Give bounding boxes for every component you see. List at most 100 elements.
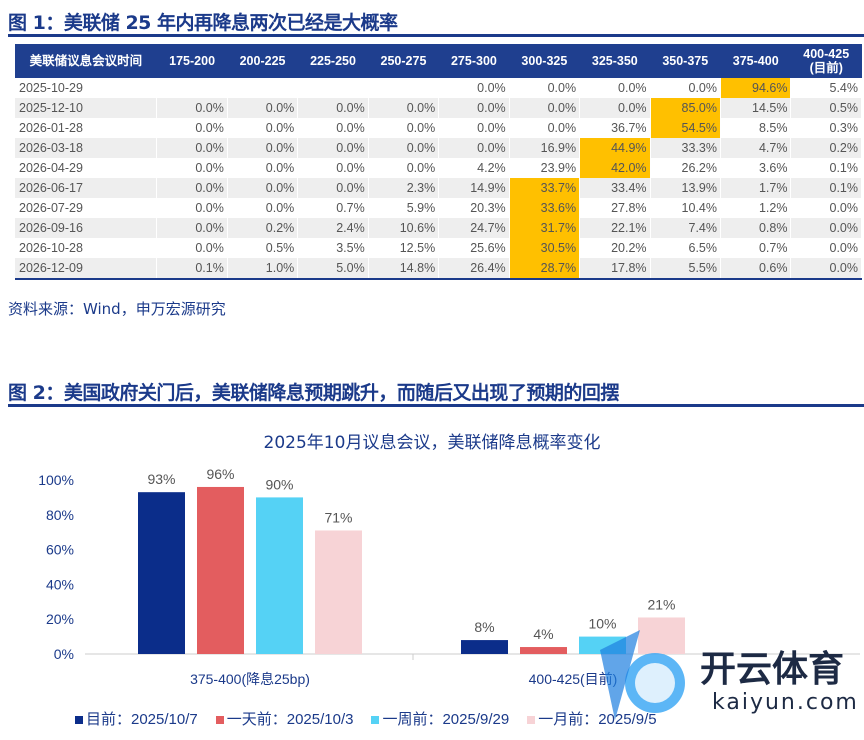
- probability-cell: 0.0%: [156, 238, 228, 258]
- column-header: 200-225: [227, 44, 298, 78]
- probability-cell: 14.8%: [368, 258, 440, 278]
- probability-cell: 0.0%: [156, 98, 228, 118]
- data-label: 90%: [265, 476, 293, 492]
- meeting-date: 2026-03-18: [15, 138, 158, 158]
- meeting-date: 2025-12-10: [15, 98, 158, 118]
- probability-cell: 5.5%: [650, 258, 722, 278]
- probability-cell: 7.4%: [650, 218, 722, 238]
- table-row: 2026-12-09 0.1% 1.0% 5.0% 14.8% 26.4% 28.7% 17.…: [15, 258, 862, 278]
- probability-cell: 36.7%: [579, 118, 651, 138]
- column-header: 400-425 (目前): [790, 44, 862, 78]
- probability-cell: [297, 78, 369, 98]
- probability-cell: 0.0%: [438, 118, 510, 138]
- probability-cell: 1.2%: [720, 198, 792, 218]
- data-label: 96%: [206, 466, 234, 482]
- probability-cell: 0.0%: [790, 218, 862, 238]
- table-row: 2026-01-28 0.0% 0.0% 0.0% 0.0% 0.0% 0.0% 36.7% 5…: [15, 118, 862, 138]
- probability-cell: 30.5%: [509, 238, 581, 258]
- probability-cell: 33.3%: [650, 138, 722, 158]
- figure1-title: 图 1：美联储 25 年内再降息两次已经是大概率: [8, 12, 398, 34]
- probability-cell: 0.0%: [156, 118, 228, 138]
- probability-cell: 0.0%: [368, 98, 440, 118]
- column-header: 300-325: [509, 44, 580, 78]
- probability-cell: 0.0%: [509, 78, 581, 98]
- meeting-date: 2026-09-16: [15, 218, 158, 238]
- probability-cell: 23.9%: [509, 158, 581, 178]
- meeting-date: 2026-12-09: [15, 258, 158, 278]
- probability-cell: 54.5%: [650, 118, 722, 138]
- probability-cell: 0.0%: [297, 158, 369, 178]
- probability-cell: 85.0%: [650, 98, 722, 118]
- probability-cell: 0.0%: [227, 198, 299, 218]
- probability-cell: 0.0%: [509, 98, 581, 118]
- meeting-date: 2026-06-17: [15, 178, 158, 198]
- probability-cell: [227, 78, 299, 98]
- meeting-date: 2026-10-28: [15, 238, 158, 258]
- probability-cell: 14.9%: [438, 178, 510, 198]
- probability-cell: 44.9%: [579, 138, 651, 158]
- table-row: 2026-06-17 0.0% 0.0% 0.0% 2.3% 14.9% 33.7% 33.4…: [15, 178, 862, 198]
- probability-cell: [156, 78, 228, 98]
- probability-cell: 4.2%: [438, 158, 510, 178]
- legend-item: 目前：2025/10/7: [75, 708, 198, 729]
- watermark-logo-text: 开云体育: [700, 649, 845, 690]
- probability-cell: 10.4%: [650, 198, 722, 218]
- probability-cell: 12.5%: [368, 238, 440, 258]
- data-label: 93%: [147, 471, 175, 487]
- table-row: 2025-10-29 0.0% 0.0% 0.0% 0.0% 94.6% 5.4%: [15, 78, 862, 98]
- legend-label: 一天前：2025/10/3: [226, 711, 354, 728]
- column-header: 美联储议息会议时间: [15, 44, 157, 78]
- chart-legend: 目前：2025/10/7 一天前：2025/10/3 一周前：2025/9/29 一月…: [75, 708, 657, 729]
- column-header: 225-250: [297, 44, 369, 78]
- y-tick-label: 40%: [46, 576, 74, 592]
- legend-label: 目前：2025/10/7: [86, 711, 198, 728]
- probability-cell: 0.0%: [156, 158, 228, 178]
- column-header: 250-275: [368, 44, 439, 78]
- data-label: 8%: [474, 619, 494, 635]
- column-header: 350-375: [650, 44, 721, 78]
- probability-cell: 0.0%: [368, 158, 440, 178]
- probability-cell: 0.0%: [156, 138, 228, 158]
- rate-probability-table: 美联储议息会议时间 175-200 200-225 225-250 250-275 275…: [15, 44, 862, 278]
- meeting-date: 2026-01-28: [15, 118, 158, 138]
- probability-cell: 0.1%: [790, 178, 862, 198]
- probability-cell: 0.0%: [650, 78, 722, 98]
- legend-label: 一周前：2025/9/29: [382, 711, 510, 728]
- watermark-ball-icon: [600, 630, 685, 720]
- probability-cell: 0.1%: [156, 258, 228, 278]
- probability-cell: 6.5%: [650, 238, 722, 258]
- table-row: 2026-09-16 0.0% 0.2% 2.4% 10.6% 24.7% 31.7% 22.…: [15, 218, 862, 238]
- probability-cell: 0.0%: [156, 198, 228, 218]
- probability-cell: 0.0%: [368, 118, 440, 138]
- probability-cell: 0.1%: [790, 158, 862, 178]
- y-tick-label: 80%: [46, 507, 74, 523]
- probability-cell: 0.0%: [227, 138, 299, 158]
- data-label: 21%: [647, 596, 675, 612]
- probability-cell: 0.2%: [227, 218, 299, 238]
- probability-cell: 0.2%: [790, 138, 862, 158]
- title-rule-2: [8, 404, 864, 407]
- probability-cell: 10.6%: [368, 218, 440, 238]
- bar: [138, 492, 185, 654]
- probability-cell: [368, 78, 440, 98]
- legend-label: 一月前：2025/9/5: [538, 711, 657, 728]
- probability-cell: 1.0%: [227, 258, 299, 278]
- probability-cell: 0.0%: [297, 118, 369, 138]
- meeting-date: 2026-04-29: [15, 158, 158, 178]
- y-tick-label: 60%: [46, 542, 74, 558]
- probability-cell: 0.0%: [297, 138, 369, 158]
- probability-cell: 0.0%: [297, 98, 369, 118]
- probability-cell: 0.0%: [297, 178, 369, 198]
- table-row: 2025-12-10 0.0% 0.0% 0.0% 0.0% 0.0% 0.0% 0.0% 85…: [15, 98, 862, 118]
- data-label: 71%: [324, 509, 352, 525]
- title-rule: [8, 34, 864, 37]
- column-header: 375-400: [720, 44, 791, 78]
- watermark-logo-url: kaiyun.com: [712, 690, 859, 715]
- probability-cell: 20.2%: [579, 238, 651, 258]
- probability-cell: 5.0%: [297, 258, 369, 278]
- probability-cell: 0.5%: [227, 238, 299, 258]
- table-row: 2026-10-28 0.0% 0.5% 3.5% 12.5% 25.6% 30.5% 20.…: [15, 238, 862, 258]
- chart-title: 2025年10月议息会议，美联储降息概率变化: [263, 433, 601, 453]
- probability-cell: 0.0%: [156, 178, 228, 198]
- probability-cell: 0.7%: [297, 198, 369, 218]
